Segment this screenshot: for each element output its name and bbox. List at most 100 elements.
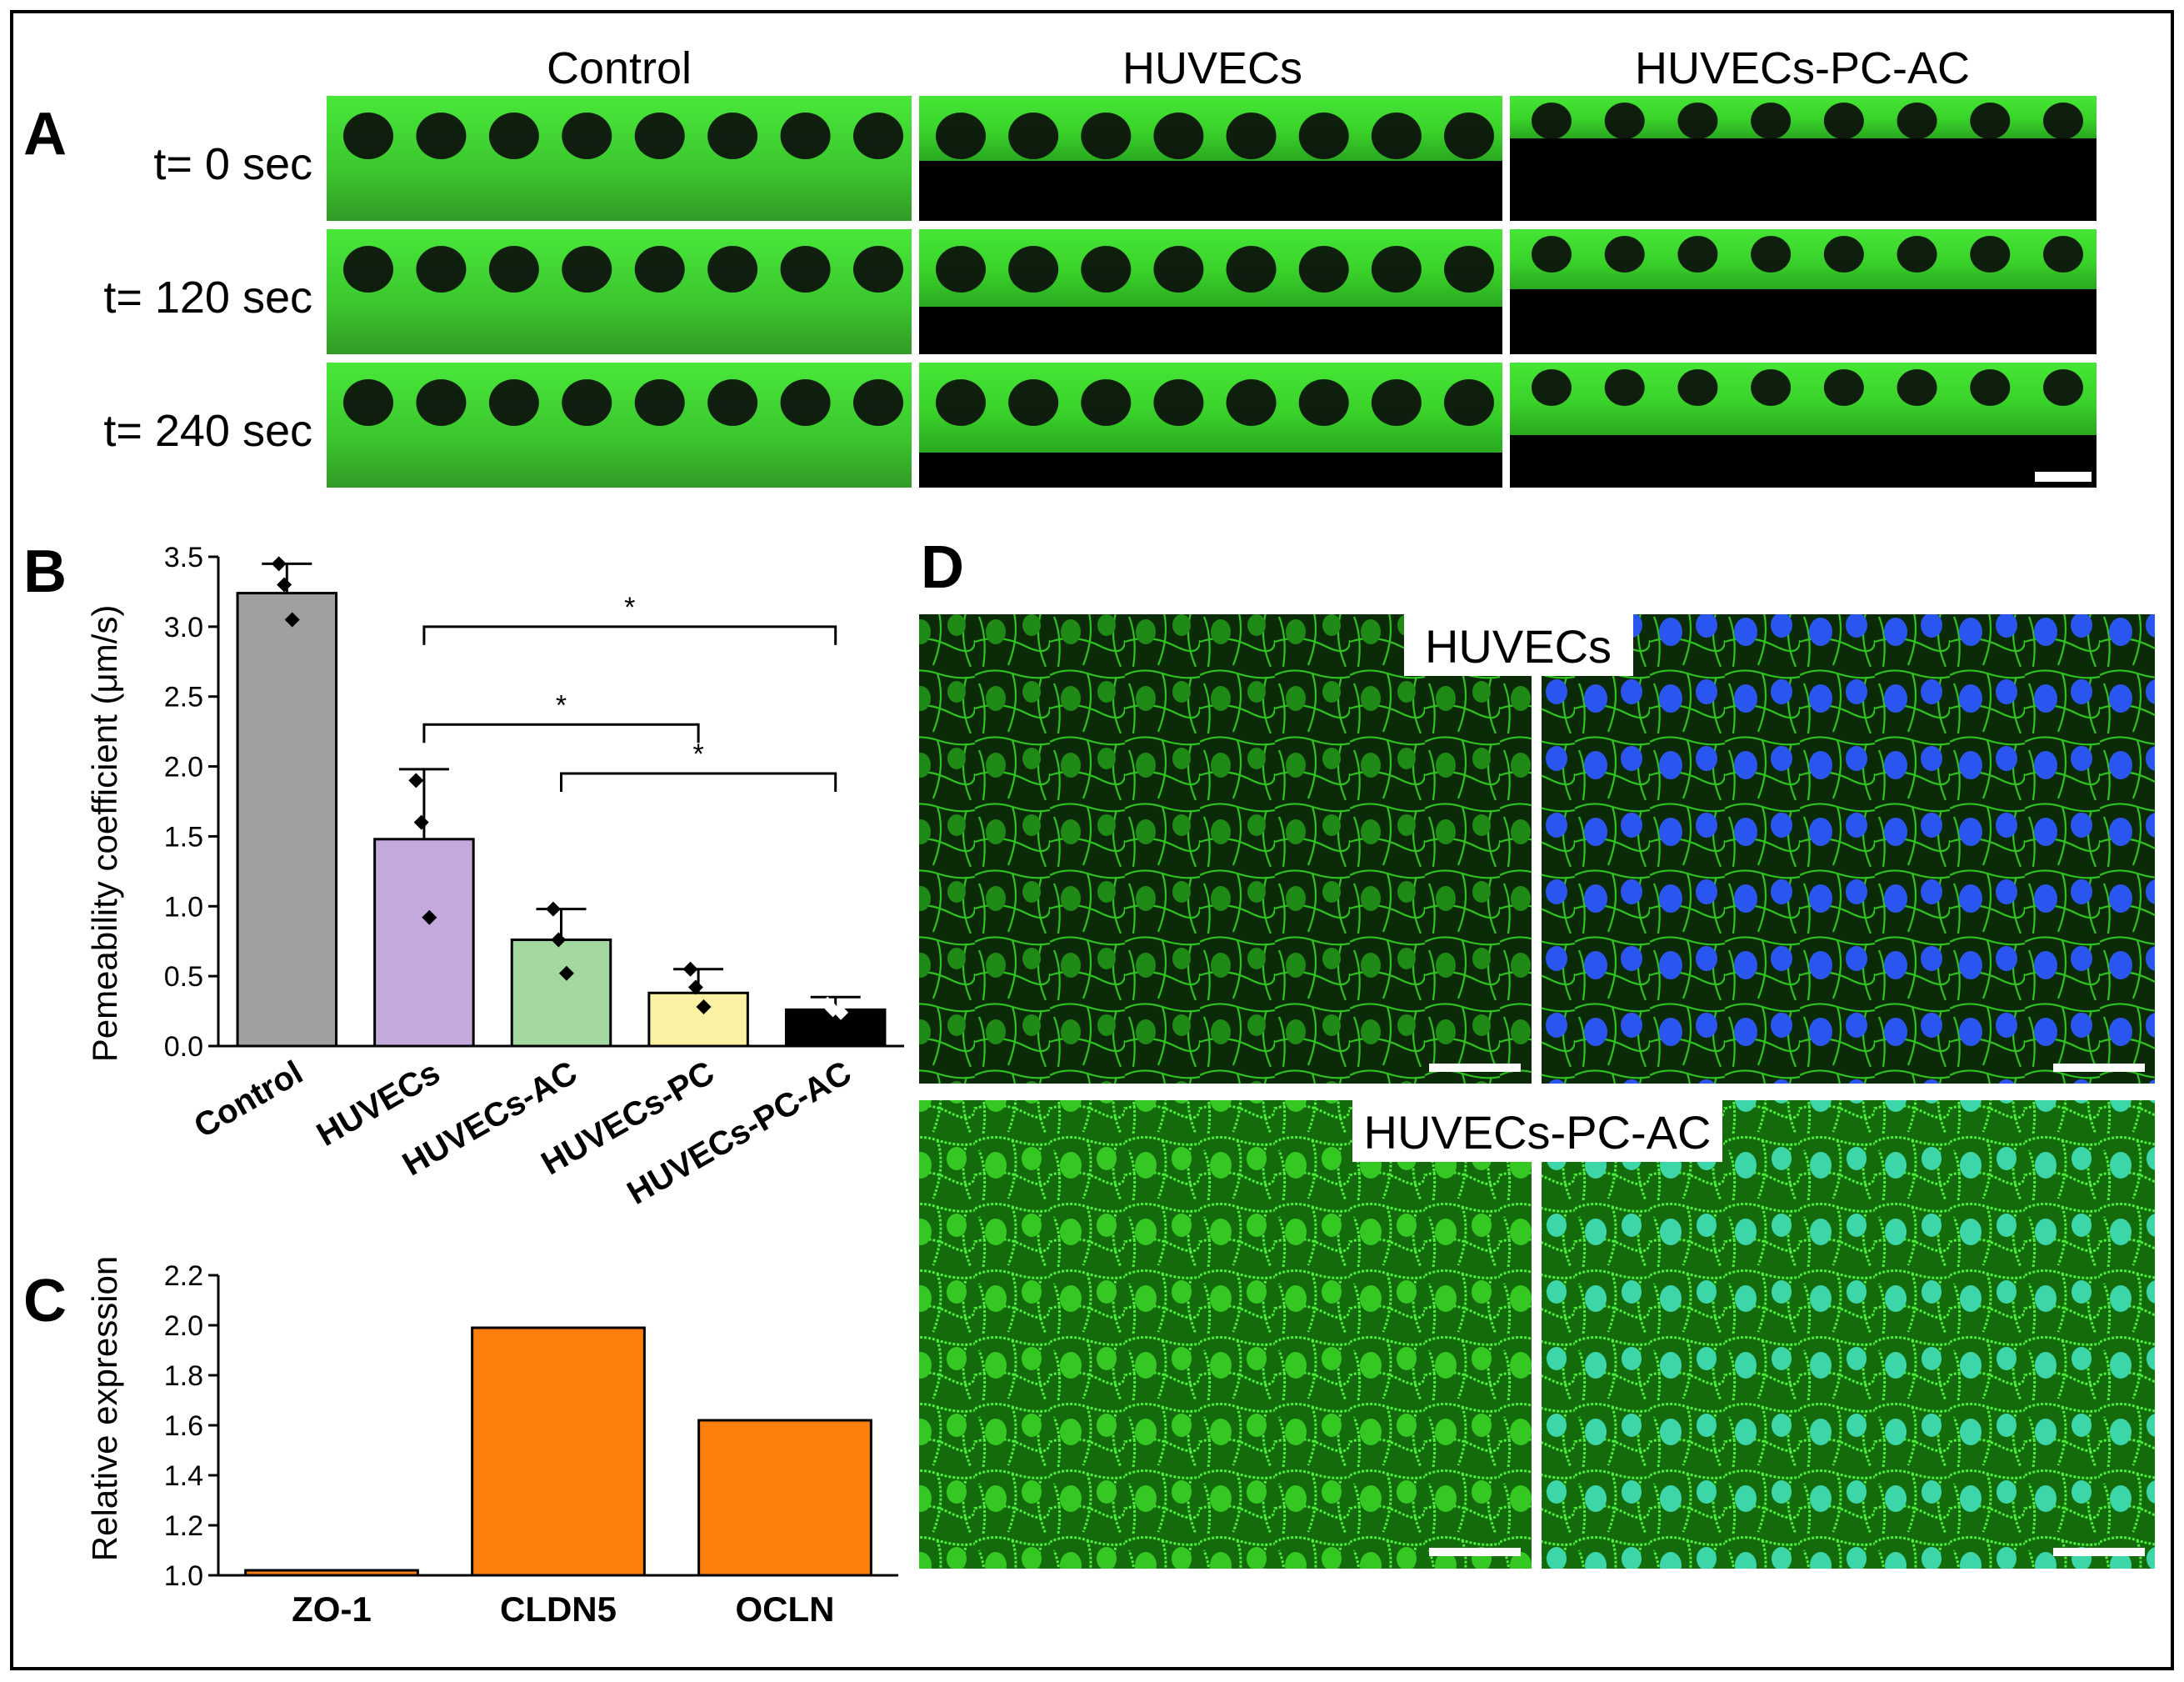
panel-letter-b: B [23,538,67,605]
y-axis-title-b: Pemeability coefficient (μm/s) [85,605,124,1063]
data-point-b [277,577,292,593]
pillar [707,379,758,426]
tile-dye-c0-r1 [327,229,912,354]
pillar [1897,103,1937,139]
label-box-huvecs [1404,613,1633,676]
pillar [343,379,393,426]
tile-dye-c0-r2 [327,363,912,488]
category-label-c-1: CLDN5 [500,1589,617,1629]
y-tick-label-c: 1.0 [164,1560,203,1592]
pillar [1444,113,1494,159]
pillar [1970,236,2011,273]
data-point-b [696,999,712,1015]
pillar [562,113,612,159]
pillar [1604,369,1645,406]
panel-letter-d: D [921,534,964,601]
data-point-b [545,901,561,917]
pillar [1371,113,1422,159]
panel-letter-c: C [23,1268,67,1334]
pillar [634,113,685,159]
pillar [1532,369,1572,406]
pillar [1970,103,2011,139]
pillar [1226,379,1277,426]
data-point-b [833,1004,849,1020]
pillar [936,246,986,293]
pillar [562,246,612,293]
scale-bar-d1 [1429,1064,1521,1072]
row-header-t120: t= 120 sec [103,273,312,323]
data-point-b [682,961,698,977]
pillar [634,246,685,293]
pillar [1153,379,1204,426]
scale-bar-d3 [1429,1548,1521,1556]
pillar [1751,103,1792,139]
significance-bracket [422,625,837,645]
bar-c-0 [244,1569,419,1577]
bar-b-0 [236,592,338,1048]
pillar [853,379,903,426]
pillar [488,246,539,293]
significance-label: * [624,592,635,623]
y-tick-label-b: 0.5 [164,961,203,993]
significance-bracket [560,772,837,792]
y-axis-title-c: Relative expression [85,1256,124,1562]
category-label-c-0: ZO-1 [292,1589,372,1629]
significance-label: * [692,738,703,770]
pillar [1226,246,1277,293]
bar-b-3 [647,991,749,1048]
pillar [562,379,612,426]
pillar [1532,236,1572,273]
category-label-b-0: Control [188,1054,309,1145]
pillar [1008,113,1059,159]
figure-border [10,10,2174,1670]
row-header-t0: t= 0 sec [153,139,312,189]
pillar [2043,236,2083,273]
y-tick-label-b: 2.5 [164,682,203,713]
pillar [1444,379,1494,426]
row-header-t240: t= 240 sec [103,406,312,456]
panel-d-immunofluorescence: HUVECs HUVECs-PC-AC [919,613,2155,1569]
scale-bar-d4 [2053,1548,2145,1556]
significance-label: * [556,689,567,721]
y-tick-label-b: 3.5 [164,542,203,573]
y-tick-label-b: 1.0 [164,891,203,923]
pillar [2043,103,2083,139]
pillar [1751,369,1792,406]
scale-bar-d2 [2053,1064,2145,1072]
data-point-b [551,932,567,948]
bar-c-2 [697,1419,872,1577]
pillar [1298,246,1349,293]
pillar [936,113,986,159]
pillar [1371,379,1422,426]
pillar [343,113,393,159]
column-header-control: Control [547,43,692,93]
pillar [416,246,467,293]
pillar [1153,246,1204,293]
bar-b-1 [373,838,475,1048]
data-point-b [284,612,300,628]
pillar [1298,379,1349,426]
significance-bracket [422,723,700,743]
pillar [936,379,986,426]
data-point-b [271,556,287,572]
pillar [1081,246,1132,293]
pillar [488,113,539,159]
bar-b-4 [784,1008,887,1048]
pillar [707,113,758,159]
pillar [1897,369,1937,406]
pillar [2043,369,2083,406]
pillar [1444,246,1494,293]
bar-c-1 [471,1326,646,1577]
panel-b-permeability-chart: Pemeability coefficient (μm/s) 0.0 0.5 1.0… [85,542,904,1212]
pillar [1008,246,1059,293]
pillar [1823,236,1864,273]
pillar [1226,113,1277,159]
pillar [488,379,539,426]
y-tick-label-b: 1.5 [164,821,203,853]
category-label-b-4: HUVECs-PC-AC [621,1054,857,1212]
pillar [634,379,685,426]
image-huvecs-pc-ac-merge [1542,1100,2155,1569]
y-tick-label-c: 2.2 [164,1260,203,1292]
bar-b-2 [510,939,612,1048]
